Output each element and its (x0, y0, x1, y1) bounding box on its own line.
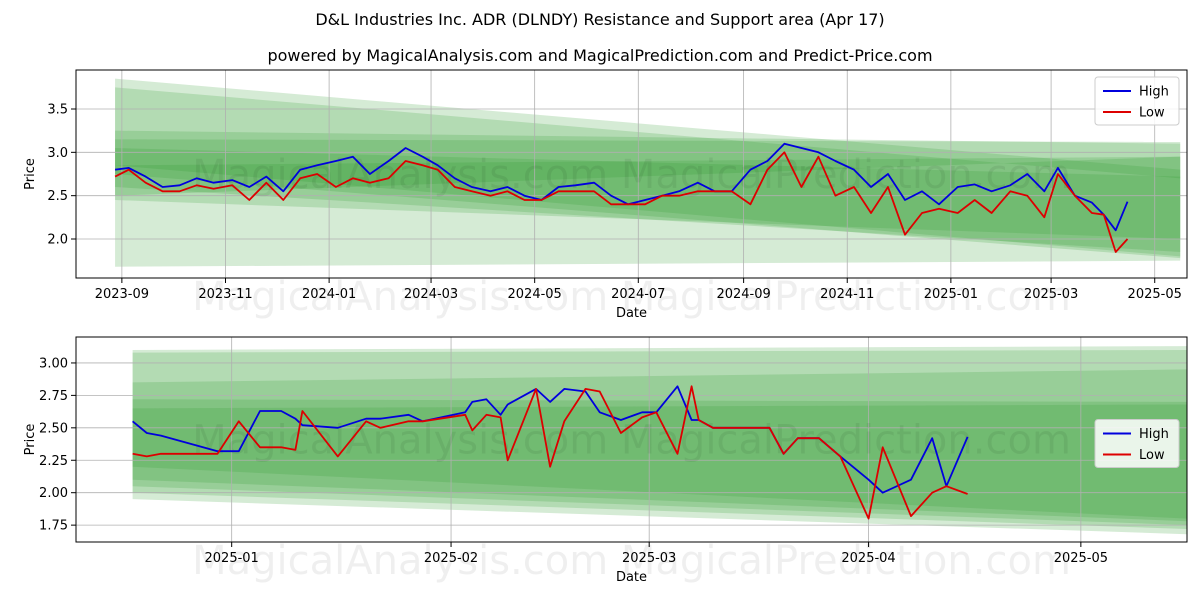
plot-frame (75, 336, 1188, 543)
band-3 (115, 130, 1181, 259)
x-tick-label: 2023-11 (198, 287, 252, 302)
y-tick-label: 1.75 (39, 519, 68, 534)
plot-area: MagicalAnalysis.com MagicalPrediction.co… (76, 70, 1187, 278)
x-tick-label: 2025-02 (424, 551, 478, 566)
chart-subtitle: powered by MagicalAnalysis.com and Magic… (267, 46, 933, 65)
x-axis-label: Date (616, 570, 647, 585)
x-tick-label: 2024-09 (716, 287, 770, 302)
x-tick-label: 2025-03 (1024, 287, 1078, 302)
band-1 (115, 78, 1181, 267)
x-tick-label: 2025-01 (205, 551, 259, 566)
x-tick-label: 2025-01 (924, 287, 978, 302)
chart-title: D&L Industries Inc. ADR (DLNDY) Resistan… (315, 10, 885, 29)
y-tick-label: 2.50 (39, 421, 68, 436)
legend-label-high: High (1139, 85, 1169, 100)
watermark-text: MagicalAnalysis.com MagicalPrediction.co… (192, 152, 1071, 198)
y-tick-label: 2.0 (47, 233, 68, 248)
x-axis-label: Date (616, 306, 647, 321)
y-tick-label: 3.5 (47, 103, 68, 118)
x-tick-label: 2024-05 (508, 287, 562, 302)
band-6 (115, 156, 1181, 239)
x-tick-label: 2024-01 (302, 287, 356, 302)
legend-label-high: High (1139, 427, 1169, 442)
legend-label-low: Low (1139, 106, 1165, 121)
x-tick-label: 2025-05 (1128, 287, 1182, 302)
band-4 (115, 139, 1181, 257)
x-tick-label: 2025-05 (1054, 551, 1108, 566)
y-tick-label: 2.75 (39, 389, 68, 404)
legend: High Low (1094, 419, 1180, 468)
band-1 (132, 346, 1187, 535)
band-2 (115, 87, 1181, 196)
plot-area: MagicalAnalysis.com MagicalPrediction.co… (76, 337, 1187, 542)
x-tick-label: 2024-03 (404, 287, 458, 302)
band-2 (132, 349, 1187, 530)
watermark-text: MagicalAnalysis.com MagicalPrediction.co… (192, 274, 1071, 320)
plot-frame (75, 69, 1188, 279)
chart-2: MagicalAnalysis.com MagicalPrediction.co… (23, 336, 1188, 585)
x-tick-label: 2025-04 (841, 551, 895, 566)
y-tick-label: 2.00 (39, 486, 68, 501)
x-tick-label: 2024-07 (611, 287, 665, 302)
band-5 (132, 404, 1187, 519)
legend-label-low: Low (1139, 448, 1165, 463)
series-line-low (132, 385, 968, 520)
y-axis-label: Price (23, 424, 38, 456)
x-tick-label: 2025-03 (622, 551, 676, 566)
x-tick-label: 2023-09 (95, 287, 149, 302)
x-tick-label: 2024-11 (820, 287, 874, 302)
band-3 (132, 369, 1187, 526)
series-line-low (114, 151, 1129, 253)
y-tick-label: 2.25 (39, 454, 68, 469)
y-axis-label: Price (23, 158, 38, 190)
legend: High Low (1094, 76, 1180, 126)
y-tick-label: 3.00 (39, 356, 68, 371)
watermark-text: MagicalAnalysis.com MagicalPrediction.co… (192, 538, 1071, 584)
y-tick-label: 3.0 (47, 146, 68, 161)
y-tick-label: 2.5 (47, 189, 68, 204)
chart-1: MagicalAnalysis.com MagicalPrediction.co… (23, 69, 1188, 321)
